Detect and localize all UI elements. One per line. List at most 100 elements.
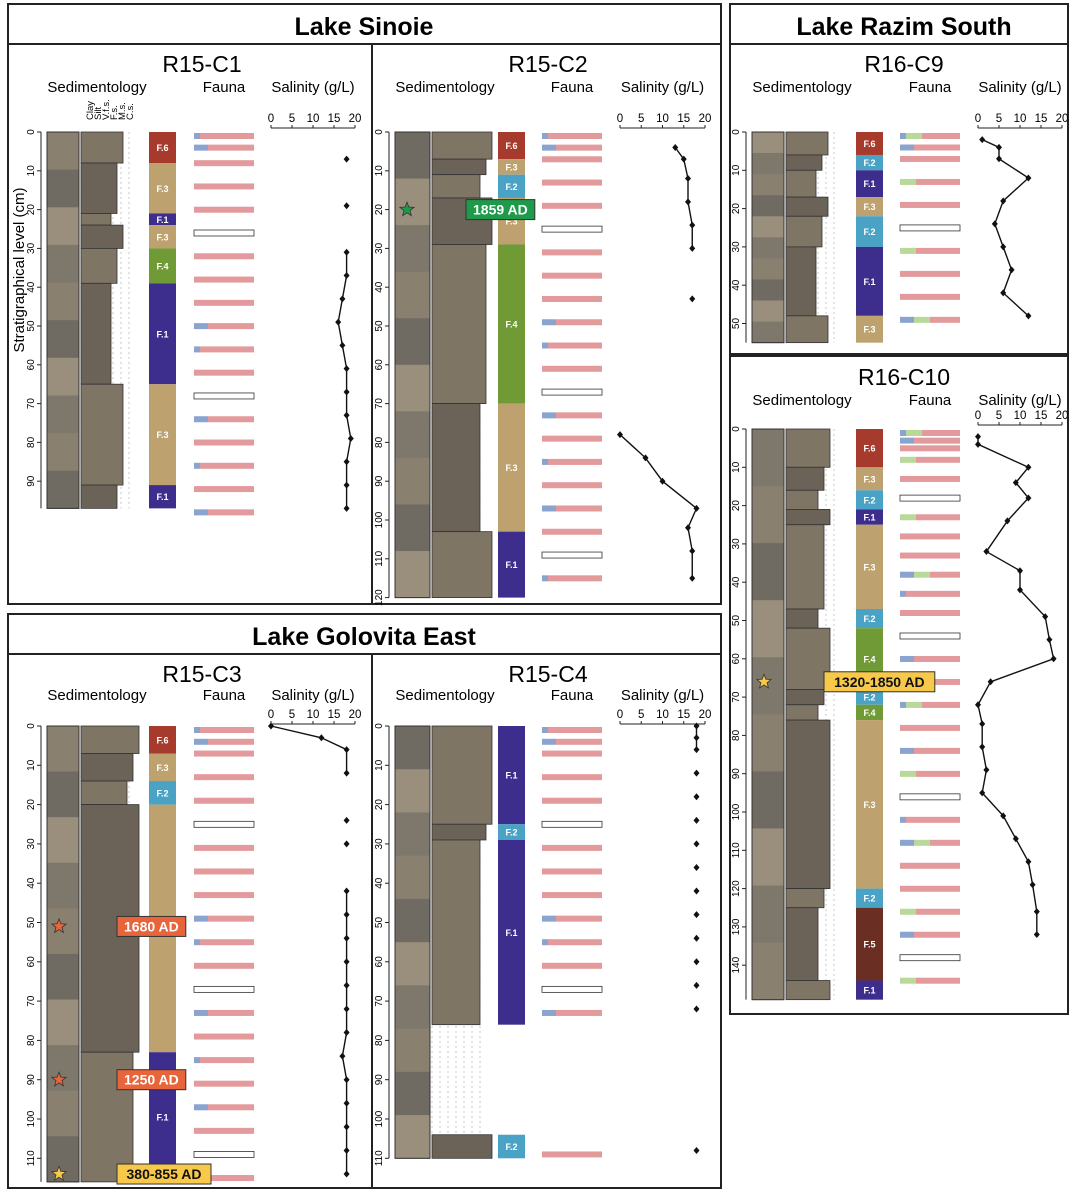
depth-tick-label: 140 — [731, 956, 742, 973]
core-title: R15-C3 — [162, 661, 241, 687]
fauna-bar-pink — [542, 436, 602, 442]
fauna-bar-green — [900, 248, 916, 254]
fauna-bar-blue — [900, 317, 914, 323]
depth-tick-label: 60 — [374, 956, 385, 968]
salinity-line — [978, 437, 1054, 935]
fauna-bar — [194, 868, 254, 874]
salinity-point — [983, 766, 989, 773]
depth-tick-label: 110 — [731, 842, 742, 858]
salinity-tick-label: 5 — [289, 113, 295, 125]
fauna-bar-blue — [900, 840, 914, 846]
fauna-bar-blue — [900, 133, 906, 139]
fauna-bar-empty — [194, 230, 254, 236]
depth-tick-label: 20 — [26, 799, 37, 811]
fauna-bar — [542, 821, 602, 827]
facies-unit: F.4 — [149, 248, 176, 283]
fauna-header: Fauna — [909, 79, 952, 96]
fauna-column — [542, 133, 602, 581]
facies-unit-label: F.4 — [863, 654, 875, 664]
fauna-bar-empty — [542, 552, 602, 558]
lithology-log — [81, 132, 129, 508]
core-photo-segment — [47, 726, 79, 772]
salinity-point — [335, 319, 341, 326]
salinity-point — [689, 222, 695, 229]
depth-tick-label: 70 — [26, 995, 37, 1007]
salinity-plot: 0 5 10 15 20 — [617, 709, 712, 1154]
salinity-tick-label: 20 — [349, 113, 362, 125]
salinity-point — [975, 433, 981, 440]
salinity-tick-label: 0 — [617, 113, 623, 125]
facies-unit-label: F.6 — [156, 143, 168, 153]
depth-tick-label: 50 — [26, 320, 37, 332]
salinity-plot: 0 5 10 15 20 — [268, 709, 362, 1178]
facies-unit-label: F.1 — [863, 277, 875, 287]
core-photo-segment — [47, 772, 79, 818]
fauna-bar-blue — [542, 459, 548, 465]
fauna-bar-empty — [194, 986, 254, 992]
core-r15-c1: R15-C1Sedimentology Fauna Salinity (g/L)Cl… — [26, 51, 361, 515]
fauna-bar — [900, 794, 960, 800]
core-photo-segment — [47, 1091, 79, 1137]
fauna-bar — [194, 440, 254, 446]
core-photo-segment — [47, 320, 79, 358]
salinity-point — [694, 817, 700, 824]
fauna-column — [194, 727, 254, 1181]
fauna-bar — [900, 445, 960, 451]
fauna-bar-pink — [548, 939, 602, 945]
salinity-header: Salinity (g/L) — [978, 392, 1061, 409]
fauna-bar — [900, 553, 960, 559]
depth-tick-label: 130 — [731, 918, 742, 935]
date-label: 1680 AD — [124, 918, 179, 934]
core-photo-segment — [395, 769, 430, 813]
core-photo-segment — [395, 132, 430, 179]
fauna-bar-empty — [194, 821, 254, 827]
fauna-bar — [900, 656, 960, 662]
fauna-bar-pink — [548, 459, 602, 465]
depth-tick-label: 90 — [26, 475, 37, 487]
fauna-bar-blue — [542, 739, 556, 745]
fauna-bar-pink — [556, 412, 602, 418]
salinity-point — [694, 935, 700, 942]
fauna-bar-pink — [194, 207, 254, 213]
fauna-bar — [194, 1081, 254, 1087]
fauna-bar — [900, 863, 960, 869]
lithology-bed — [81, 283, 111, 384]
fauna-bar-pink — [922, 702, 960, 708]
facies-unit: F.5 — [856, 908, 883, 981]
salinity-point — [339, 295, 345, 302]
depth-tick-label: 0 — [374, 723, 385, 729]
fauna-bar-green — [906, 430, 922, 436]
fauna-bar-green — [900, 179, 916, 185]
salinity-point — [1034, 931, 1040, 938]
fauna-bar-pink — [906, 817, 960, 823]
core-photo-segment — [752, 714, 784, 772]
fauna-bar — [900, 591, 960, 597]
depth-tick-label: 50 — [731, 615, 742, 627]
fauna-bar — [900, 476, 960, 482]
facies-unit: F.6 — [149, 132, 176, 163]
date-label: 380-855 AD — [127, 1166, 202, 1182]
facies-unit: F.3 — [856, 525, 883, 609]
depth-tick-label: 110 — [374, 550, 385, 566]
lithology-bed — [786, 609, 818, 628]
fauna-bar — [194, 370, 254, 376]
lithology-bed — [786, 132, 828, 155]
facies-unit-label: F.6 — [156, 735, 168, 745]
facies-unit: F.3 — [856, 316, 883, 343]
fauna-bar-blue — [900, 591, 906, 597]
salinity-tick-label: 10 — [1014, 410, 1027, 422]
core-title: R15-C2 — [508, 51, 587, 77]
facies-unit-label: F.2 — [156, 788, 168, 798]
core-photo-segment — [752, 237, 784, 259]
fauna-bar — [900, 179, 960, 185]
facies-unit-label: F.2 — [863, 495, 875, 505]
core-title: R15-C4 — [508, 661, 587, 687]
salinity-point — [979, 743, 985, 750]
salinity-line — [620, 435, 697, 579]
fauna-bar — [900, 702, 960, 708]
fauna-column — [900, 430, 960, 984]
salinity-point — [689, 548, 695, 555]
salinity-tick-label: 10 — [656, 113, 669, 125]
fauna-bar-blue — [194, 323, 208, 329]
